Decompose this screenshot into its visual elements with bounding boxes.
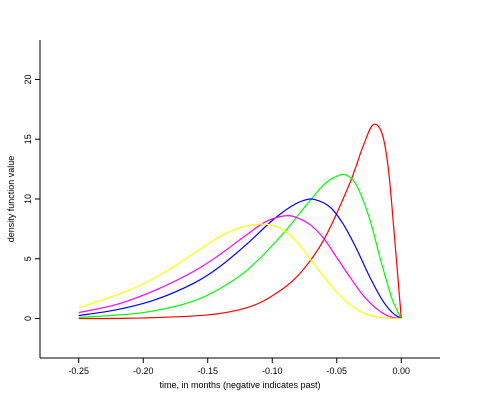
y-axis-title: density function value	[6, 156, 16, 243]
x-tick-label: -0.15	[197, 366, 218, 376]
series-line-1	[78, 123, 402, 320]
x-tick-label: -0.05	[327, 366, 348, 376]
y-tick-label: 20	[23, 74, 33, 84]
y-tick-label: 10	[23, 194, 33, 204]
y-axis-ticks: 0 5 10 15 20	[23, 74, 40, 321]
series-line-5	[78, 223, 402, 320]
series-line-2	[78, 173, 402, 319]
x-axis-title: time, in months (negative indicates past…	[159, 380, 320, 390]
x-axis-ticks: -0.25 -0.20 -0.15 -0.10 -0.05 0.00	[68, 358, 410, 376]
plot-area	[78, 123, 402, 320]
x-tick-label: -0.25	[68, 366, 89, 376]
x-tick-label: -0.20	[133, 366, 154, 376]
x-tick-label: 0.00	[393, 366, 411, 376]
series-line-3	[78, 198, 402, 320]
y-tick-label: 5	[23, 256, 33, 261]
y-tick-label: 0	[23, 316, 33, 321]
x-tick-label: -0.10	[262, 366, 283, 376]
y-tick-label: 15	[23, 134, 33, 144]
series-line-4	[78, 215, 402, 320]
